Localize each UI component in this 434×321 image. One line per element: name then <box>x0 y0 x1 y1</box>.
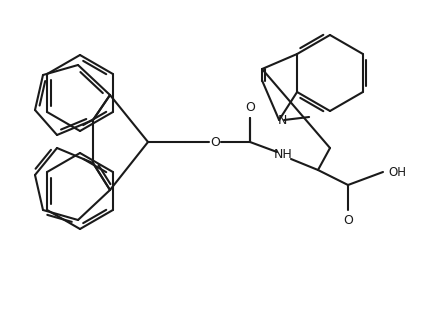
Text: O: O <box>343 214 353 227</box>
Text: NH: NH <box>273 149 293 161</box>
Text: N: N <box>277 114 287 126</box>
Text: OH: OH <box>388 166 406 178</box>
Text: O: O <box>210 135 220 149</box>
Text: O: O <box>245 101 255 114</box>
